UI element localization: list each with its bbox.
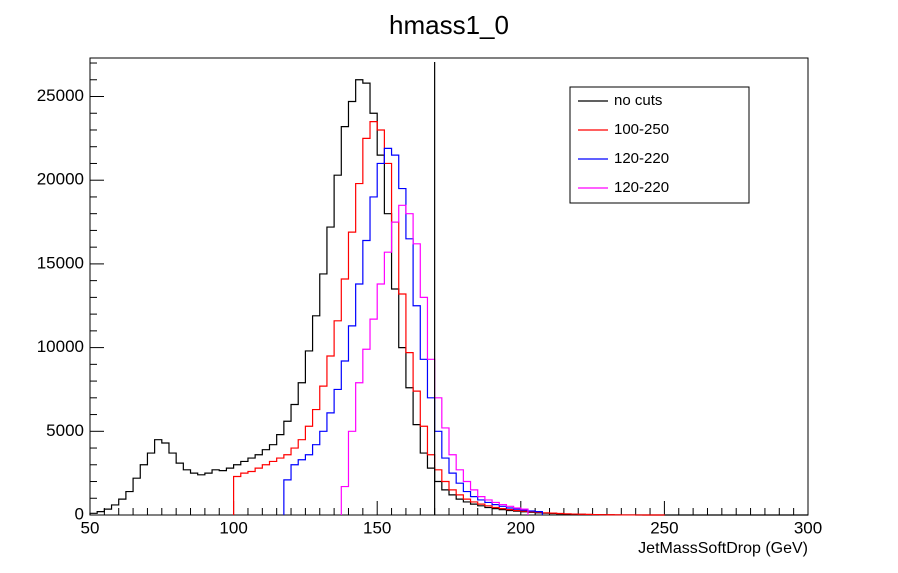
series-line-2 xyxy=(233,121,665,516)
legend-label: 120-220 xyxy=(614,150,669,167)
legend-label: 100-250 xyxy=(614,121,669,138)
axes: 50 100 150 200 250 300 0 5000 10000 15000 20000 250… xyxy=(37,62,822,537)
x-tick-label: 150 xyxy=(363,518,391,537)
y-tick-label: 5000 xyxy=(46,421,84,440)
x-tick-label: 100 xyxy=(219,518,247,537)
chart-title: hmass1_0 xyxy=(389,10,509,40)
y-tick-label: 20000 xyxy=(37,170,84,189)
series-layer xyxy=(89,79,808,516)
legend-label: no cuts xyxy=(614,92,662,109)
y-tick-label: 25000 xyxy=(37,86,84,105)
legend: no cuts 100-250 120-220 120-220 xyxy=(569,86,750,204)
y-tick-label: 0 xyxy=(75,504,84,523)
x-axis-label: JetMassSoftDrop (GeV) xyxy=(638,540,808,557)
x-tick-label: 250 xyxy=(650,518,678,537)
x-tick-label: 200 xyxy=(507,518,535,537)
legend-box xyxy=(569,86,750,204)
y-tick-label: 15000 xyxy=(37,253,84,272)
x-tick-label: 300 xyxy=(794,518,822,537)
x-tick-label: 50 xyxy=(81,518,100,537)
legend-label: 120-220 xyxy=(614,179,669,196)
y-tick-label: 10000 xyxy=(37,337,84,356)
series-line-3 xyxy=(283,147,543,515)
